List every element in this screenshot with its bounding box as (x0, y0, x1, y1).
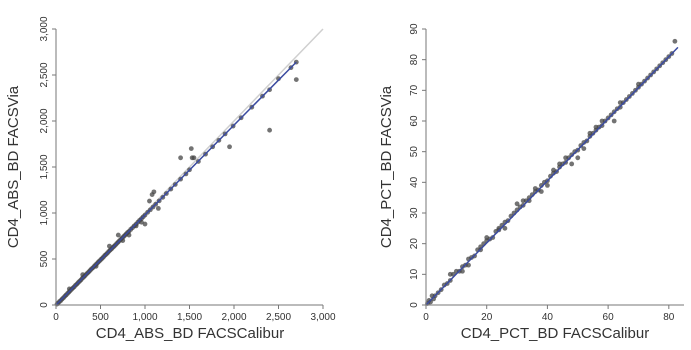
left-x-tick-label: 1,500 (177, 312, 202, 323)
left-x-tick-label: 500 (92, 312, 109, 323)
left-data-point (107, 243, 112, 249)
left-y-tick-label: 0 (39, 302, 50, 308)
left-y-tick-label: 2,500 (39, 62, 50, 87)
left-data-point (115, 232, 121, 238)
right-y-tick-label: 40 (409, 176, 420, 188)
left-x-tick-label: 1,000 (132, 312, 157, 323)
right-data-point (617, 100, 623, 105)
right-data-point (484, 235, 490, 240)
right-x-axis-label: CD4_PCT_BD FACSCalibur (461, 325, 649, 342)
right-data-point (611, 118, 617, 124)
left-data-point (227, 144, 232, 150)
right-x-tick-label: 40 (542, 312, 554, 323)
right-y-tick-label: 80 (409, 54, 420, 66)
left-y-tick-label: 1,000 (39, 200, 50, 225)
left-x-tick-label: 0 (53, 312, 59, 323)
right-y-tick-label: 70 (409, 84, 420, 96)
left-data-point (139, 219, 144, 225)
right-fit-line (425, 46, 679, 306)
right-x-tick-label: 60 (603, 312, 615, 323)
right-x-ticks: 0 20 40 60 80 (423, 305, 675, 323)
right-y-tick-label: 30 (409, 207, 420, 219)
left-data-point (149, 192, 155, 198)
right-data-point (593, 124, 599, 130)
left-y-tick-label: 2,000 (39, 108, 50, 133)
left-fit-line-group (55, 61, 297, 306)
left-y-axis-label: CD4_ABS_BD FACSVia (5, 85, 22, 248)
left-x-ticks: 0 500 1,000 1,500 2,000 2,500 3,000 (53, 305, 336, 323)
right-data-point (447, 271, 453, 277)
scatter-chart-cd4-pct: 0 20 40 60 80 0 10 20 30 40 50 60 70 80 90 CD4_PCT_BD… (378, 23, 684, 342)
right-y-tick-label: 0 (409, 302, 420, 308)
right-y-ticks: 0 10 20 30 40 50 60 70 80 90 (409, 23, 426, 308)
left-data-point (126, 232, 132, 238)
right-data-point (502, 225, 508, 231)
left-data-point (191, 155, 197, 161)
left-data-point (267, 127, 272, 133)
left-x-axis-label: CD4_ABS_BD FACSCalibur (96, 325, 284, 342)
right-data-point (551, 167, 556, 173)
right-data-point (557, 161, 562, 167)
right-points-group (425, 38, 678, 306)
right-y-tick-label: 90 (409, 23, 420, 35)
right-data-point (563, 155, 569, 161)
left-x-tick-label: 2,500 (266, 312, 291, 323)
left-x-tick-label: 2,000 (221, 312, 246, 323)
right-x-tick-label: 80 (663, 312, 675, 323)
left-data-point (293, 77, 299, 82)
left-y-ticks: 0 500 1,000 1,500 2,000 2,500 3,000 (39, 16, 56, 308)
right-data-point (514, 201, 520, 207)
right-data-point (460, 268, 465, 274)
right-data-point (545, 183, 550, 188)
right-x-tick-label: 0 (423, 312, 429, 323)
left-data-point (188, 146, 194, 152)
right-data-point (578, 143, 584, 148)
left-data-point (155, 206, 161, 211)
right-data-point (569, 161, 575, 167)
scatter-chart-cd4-abs: 0 500 1,000 1,500 2,000 2,500 3,000 0 500 1,000 1… (5, 16, 336, 342)
left-data-point (147, 198, 152, 204)
right-data-point (575, 155, 581, 161)
left-y-tick-label: 3,000 (39, 16, 50, 41)
right-y-tick-label: 20 (409, 238, 420, 250)
right-data-point (672, 38, 678, 44)
right-data-point (466, 262, 471, 268)
right-data-point (581, 146, 587, 152)
right-fit-line-group (425, 46, 679, 306)
right-y-tick-label: 60 (409, 115, 420, 127)
left-y-tick-label: 1,500 (39, 154, 50, 179)
right-data-point (587, 130, 593, 136)
right-data-point (569, 152, 575, 158)
right-y-tick-label: 10 (409, 268, 420, 280)
right-data-point (538, 189, 544, 194)
right-y-axis-label: CD4_PCT_BD FACSVia (378, 85, 395, 248)
right-data-point (520, 198, 526, 204)
left-fit-line (55, 61, 297, 306)
left-y-tick-label: 500 (39, 250, 50, 267)
right-data-point (532, 186, 538, 191)
right-data-point (636, 81, 641, 87)
left-data-point (142, 221, 148, 227)
left-data-point (178, 155, 184, 161)
right-x-tick-label: 20 (481, 312, 493, 323)
right-y-tick-label: 50 (409, 146, 420, 158)
right-data-point (599, 118, 605, 124)
left-x-tick-label: 3,000 (310, 312, 335, 323)
